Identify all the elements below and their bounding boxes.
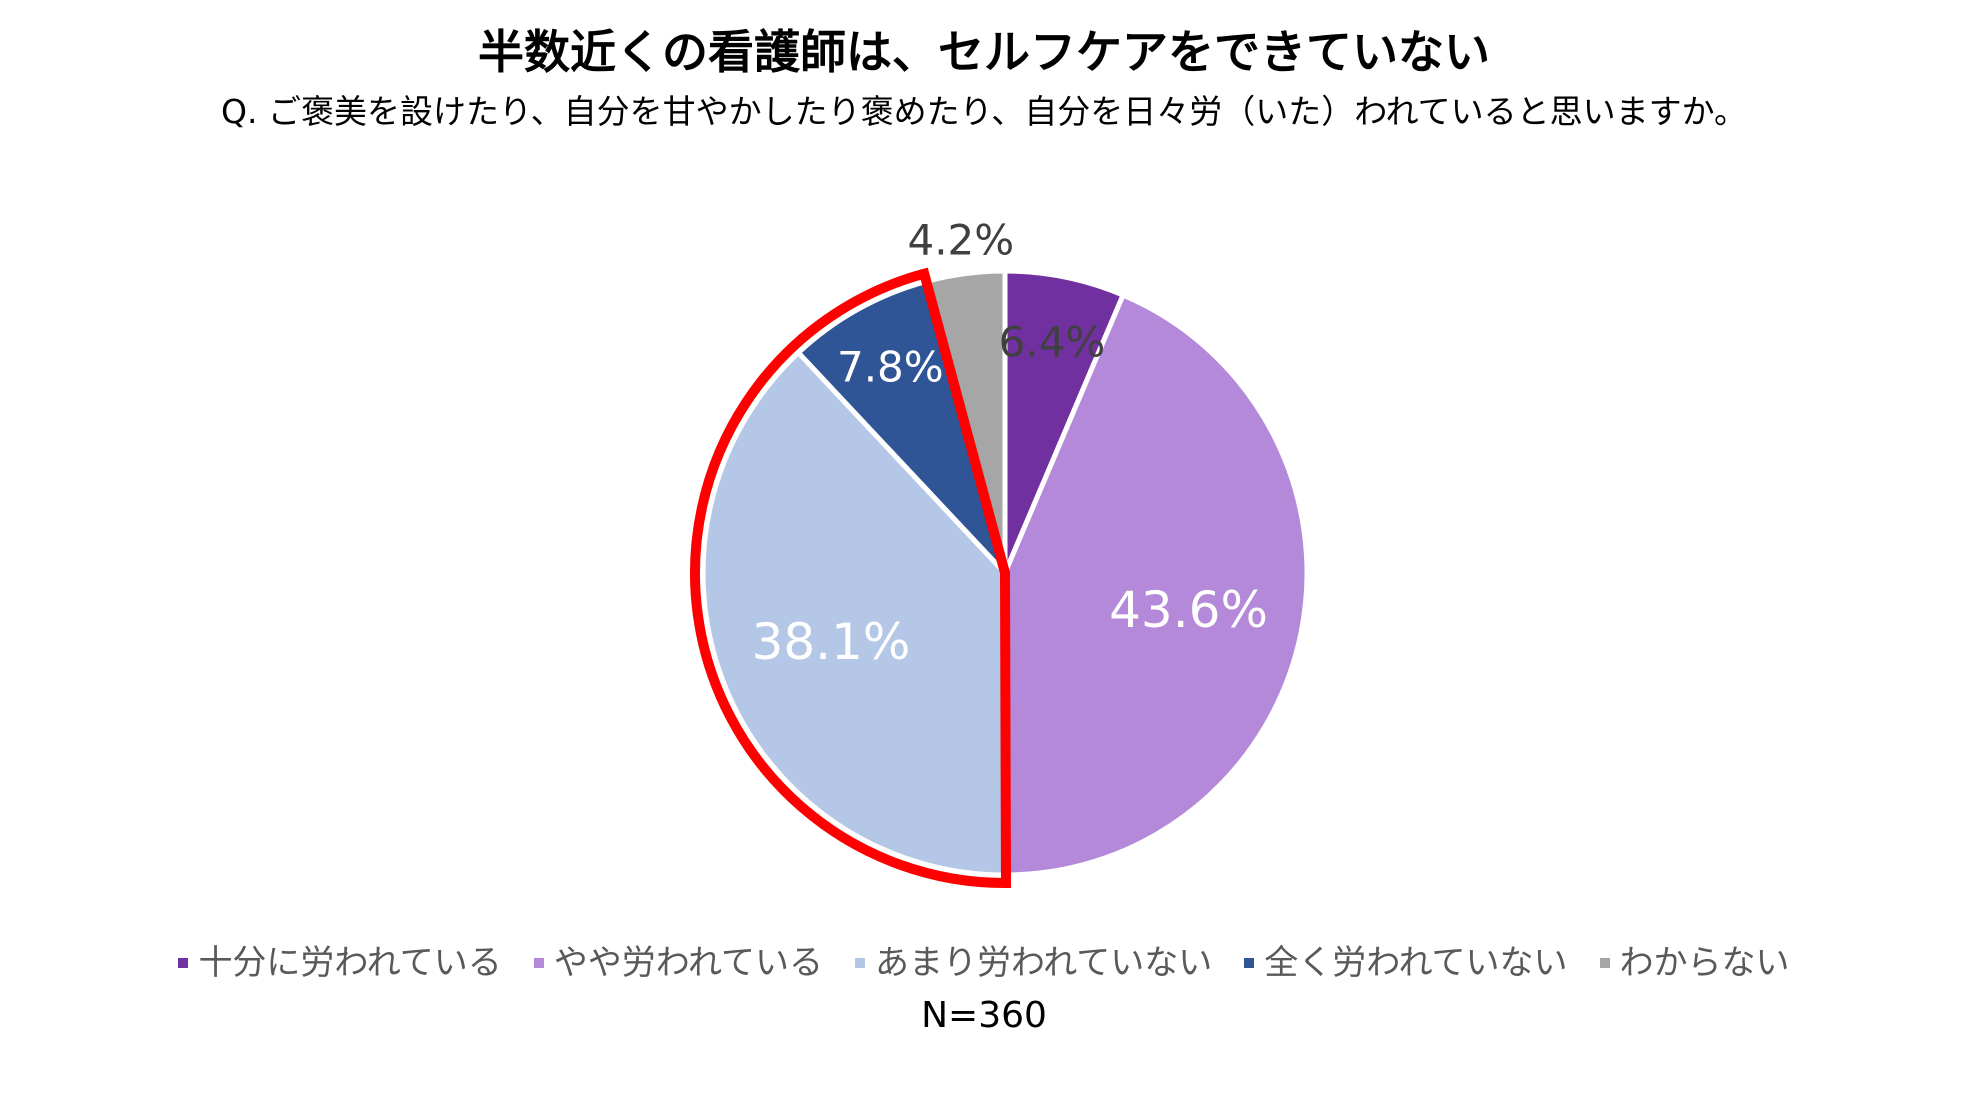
data-label-3: 38.1%	[752, 613, 911, 671]
data-label-1: 6.4%	[999, 318, 1106, 367]
legend-label-3: あまり労われていない	[875, 943, 1213, 983]
legend-item-4: 全く労われていない	[1244, 940, 1568, 986]
chart-title: 半数近くの看護師は、セルフケアをできていない	[478, 25, 1490, 79]
pie-slice-4	[795, 278, 1008, 576]
data-label-5: 4.2%	[907, 215, 1014, 264]
highlight-layer	[690, 267, 1011, 888]
legend-item-3: あまり労われていない	[855, 940, 1212, 986]
data-label-4: 7.8%	[837, 343, 944, 392]
legend-item-5: わからない	[1599, 940, 1790, 986]
pie-slices	[700, 268, 1310, 878]
legend-label-5: わからない	[1619, 943, 1790, 983]
pie-slice-3	[700, 350, 1009, 878]
chart-legend: 十分に労われている やや労われている あまり労われていない 全く労われていない わからな…	[0, 940, 1968, 986]
legend-item-2: やや労われている	[533, 940, 823, 986]
legend-swatch-4	[1244, 958, 1255, 968]
legend-swatch-1	[178, 958, 189, 968]
legend-label-2: やや労われている	[553, 943, 823, 983]
chart-subtitle: Q. ご褒美を設けたり、自分を甘やかしたり褒めたり、自分を日々労（いた）われてい…	[220, 92, 1747, 131]
legend-label-4: 全く労われていない	[1264, 943, 1568, 983]
pie-slice-2	[1002, 292, 1310, 878]
legend-label-1: 十分に労われている	[198, 943, 502, 983]
legend-swatch-5	[1599, 958, 1610, 968]
data-labels: 6.4% 43.6% 38.1% 7.8% 4.2%	[752, 215, 1268, 671]
legend-swatch-3	[855, 958, 865, 968]
legend-swatch-2	[533, 958, 544, 968]
data-label-2: 43.6%	[1109, 581, 1268, 639]
legend-item-1: 十分に労われている	[178, 940, 502, 986]
sample-size-label: N=360	[921, 995, 1047, 1036]
highlight-outline	[690, 267, 1011, 888]
